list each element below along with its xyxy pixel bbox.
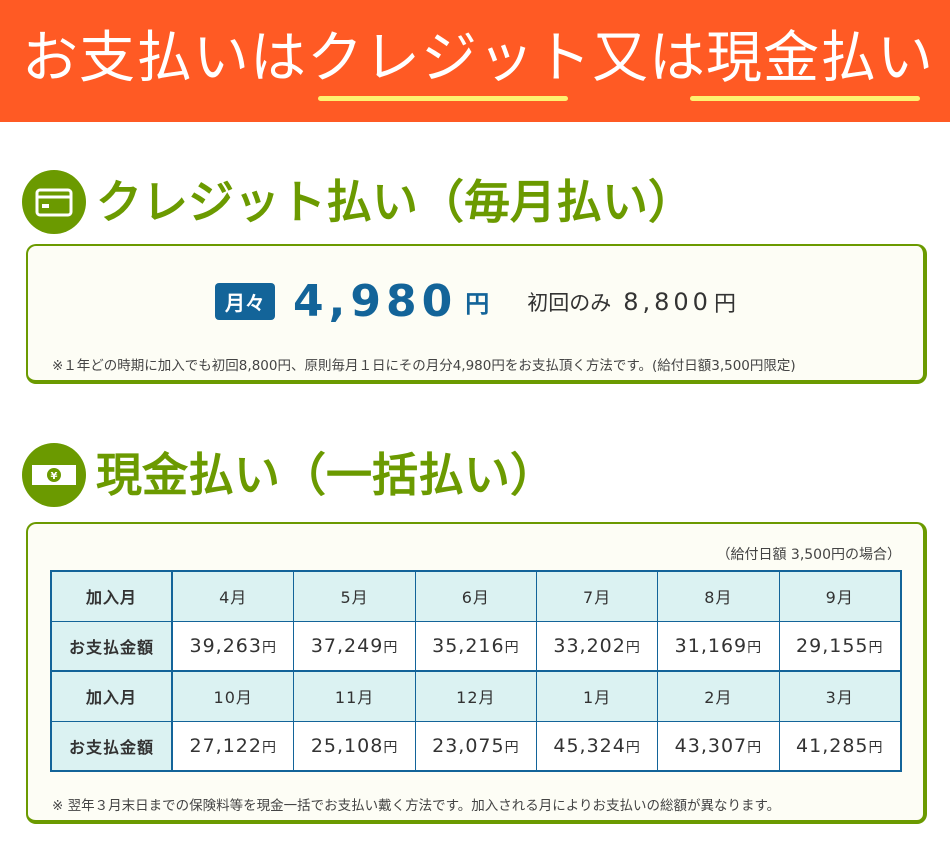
month-cell: 1月 [535,670,659,722]
credit-note: ※１年どの時期に加入でも初回8,800円、原則毎月１日にその月分4,980円をお… [52,358,796,374]
row-label-amount: お支払金額 [50,620,173,672]
month-cell: 9月 [778,570,902,622]
underline-credit [318,96,568,101]
first-time-label: 初回のみ [527,290,612,315]
amount-cell: 39,263円 [171,620,295,672]
amount-cell: 35,216円 [414,620,537,672]
cash-section-title: 現金払い（一括払い） [96,448,556,502]
month-cell: 8月 [657,570,780,622]
banner-title: お支払いはクレジット又は現金払い [22,26,934,91]
monthly-price-unit: 円 [465,290,490,318]
amount-cell: 31,169円 [657,620,780,672]
credit-section-title: クレジット払い（毎月払い） [96,175,694,229]
monthly-badge: 月々 [215,283,276,320]
cash-fee-table: 加入月 4月 5月 6月 7月 8月 9月 お支払金額 39,263円 37,2… [50,570,902,772]
month-cell: 5月 [293,570,416,622]
month-cell: 7月 [535,570,659,622]
first-time-price: 8,800 [623,287,712,316]
svg-text:¥: ¥ [51,471,58,482]
header-banner: お支払いはクレジット又は現金払い [0,0,950,122]
amount-cell: 37,249円 [293,620,416,672]
credit-card-icon [22,170,86,234]
underline-cash [690,96,920,101]
amount-cell: 41,285円 [778,720,902,772]
credit-price-row: 月々 4,980 円 初回のみ 8,800 円 [28,276,923,327]
credit-card-panel: 月々 4,980 円 初回のみ 8,800 円 ※１年どの時期に加入でも初回8,… [26,244,927,384]
table-row-months-2: 加入月 10月 11月 12月 1月 2月 3月 [50,670,902,722]
row-label-month: 加入月 [50,670,173,722]
amount-cell: 33,202円 [535,620,659,672]
row-label-amount: お支払金額 [50,720,173,772]
amount-cell: 23,075円 [414,720,537,772]
row-label-month: 加入月 [50,570,173,622]
month-cell: 6月 [414,570,537,622]
cash-section-heading: ¥ 現金払い（一括払い） [22,443,556,507]
amount-cell: 27,122円 [171,720,295,772]
table-row-amounts-2: お支払金額 27,122円 25,108円 23,075円 45,324円 43… [50,720,902,772]
month-cell: 12月 [414,670,537,722]
month-cell: 3月 [778,670,902,722]
credit-section-heading: クレジット払い（毎月払い） [22,170,694,234]
table-row-months-1: 加入月 4月 5月 6月 7月 8月 9月 [50,570,902,622]
cash-card-panel: （給付日額 3,500円の場合） 加入月 4月 5月 6月 7月 8月 9月 お… [26,522,927,824]
amount-cell: 45,324円 [535,720,659,772]
first-time-unit: 円 [713,291,736,317]
yen-bill-icon: ¥ [22,443,86,507]
month-cell: 11月 [293,670,416,722]
amount-cell: 43,307円 [657,720,780,772]
month-cell: 10月 [171,670,295,722]
month-cell: 4月 [171,570,295,622]
month-cell: 2月 [657,670,780,722]
amount-cell: 29,155円 [778,620,902,672]
cash-caption: （給付日額 3,500円の場合） [716,547,901,563]
table-row-amounts-1: お支払金額 39,263円 37,249円 35,216円 33,202円 31… [50,620,902,672]
monthly-price: 4,980 [293,276,458,327]
amount-cell: 25,108円 [293,720,416,772]
cash-note: ※ 翌年３月末日までの保険料等を現金一括でお支払い戴く方法です。加入される月によ… [52,798,781,814]
